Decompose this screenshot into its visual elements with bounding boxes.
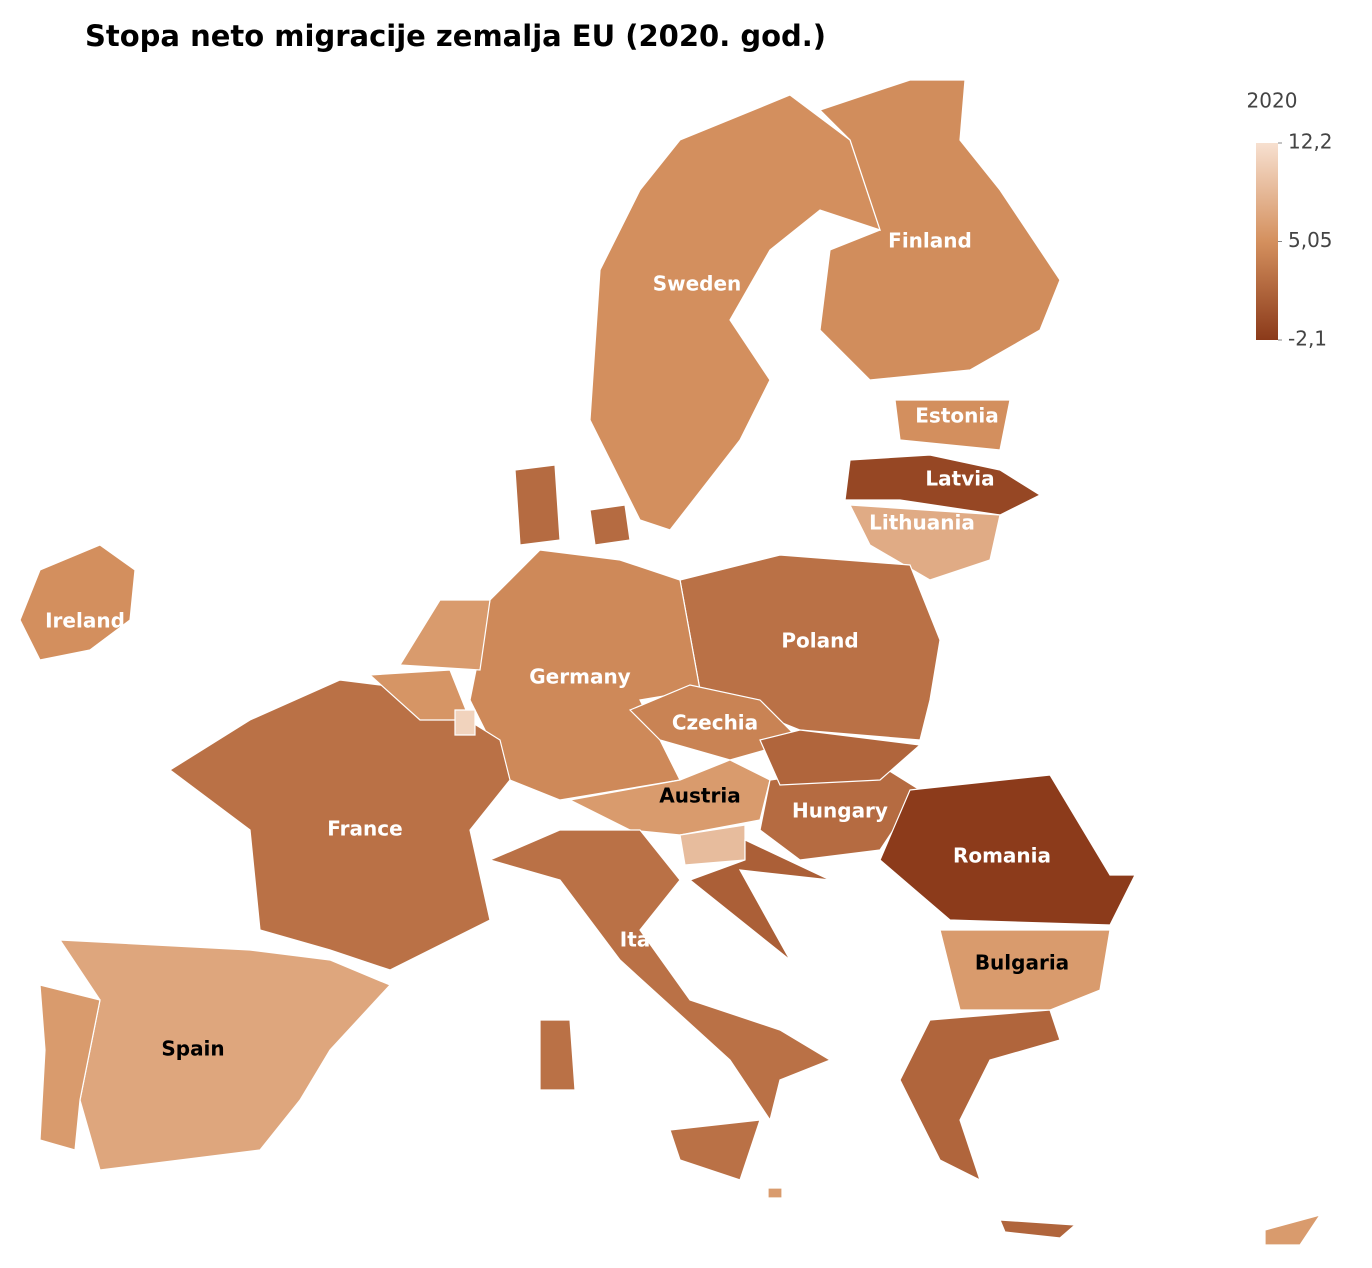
legend-tick-label: -2,1: [1288, 327, 1327, 351]
country-label: Poland: [781, 629, 858, 653]
country-label: Spain: [161, 1037, 224, 1061]
country-label: Lithuania: [869, 511, 975, 535]
map-title: Stopa neto migracije zemalja EU (2020. g…: [85, 19, 826, 53]
country: [848, 504, 1001, 581]
country-label: Hungary: [792, 799, 888, 823]
country: [168, 679, 511, 971]
country: [899, 1009, 1061, 1182]
country: [999, 1219, 1077, 1239]
country: [939, 929, 1111, 1011]
country-label: Romania: [953, 844, 1051, 868]
regions: [19, 79, 1322, 1246]
country: [539, 1019, 576, 1091]
country: [844, 454, 1042, 516]
country: [398, 599, 491, 671]
country: [818, 79, 1061, 381]
legend-tick-label: 5,05: [1288, 228, 1333, 252]
country: [767, 1187, 783, 1199]
country: [514, 464, 561, 546]
country-label: Italy: [620, 928, 670, 952]
country: [589, 94, 881, 531]
country-label: Latvia: [925, 467, 994, 491]
country: [669, 1119, 761, 1181]
country-label: Austria: [659, 784, 740, 808]
country: [894, 399, 1011, 451]
country: [58, 939, 392, 1171]
country-label: Czechia: [672, 711, 758, 735]
country: [688, 839, 831, 961]
country: [19, 544, 136, 661]
country: [759, 729, 922, 786]
country: [488, 829, 832, 1122]
country: [454, 709, 476, 736]
country: [39, 984, 101, 1151]
country-label: France: [327, 817, 402, 841]
legend-bar: [1256, 143, 1278, 340]
legend-title: 2020: [1247, 89, 1298, 113]
country-label: Finland: [888, 229, 972, 253]
country-label: Ireland: [45, 609, 125, 633]
country-label: Bulgaria: [975, 951, 1069, 975]
country: [1264, 1213, 1322, 1246]
country-label: Sweden: [653, 272, 742, 296]
country: [589, 504, 631, 546]
country: [879, 774, 1136, 926]
legend-tick-label: 12,2: [1288, 130, 1333, 154]
country-label: Estonia: [915, 404, 998, 428]
country-label: Germany: [529, 665, 630, 689]
